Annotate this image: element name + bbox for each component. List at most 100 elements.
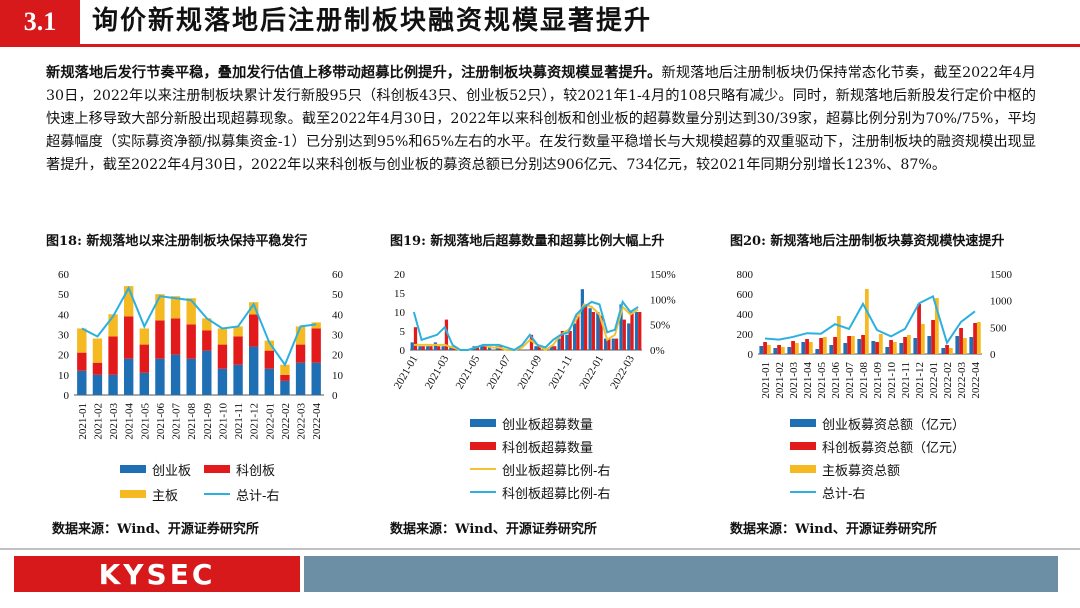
legend-item: 科创板募资总额（亿元） — [790, 437, 966, 456]
x-tick-label: 2022-01 — [264, 403, 276, 440]
x-tick-label: 2022-04 — [970, 362, 982, 399]
bar-gem — [565, 334, 569, 350]
bar-star — [553, 346, 557, 350]
legend-swatch — [204, 493, 230, 495]
bar-1 — [264, 350, 274, 369]
legend-item: 创业板超募数量 — [470, 414, 593, 433]
bar-gem — [596, 312, 600, 350]
y2-tick-label: 150% — [650, 269, 676, 281]
bar-1 — [186, 324, 196, 359]
bar-star — [529, 334, 534, 350]
bar-0 — [92, 374, 103, 395]
bar-1 — [77, 352, 87, 371]
y2-tick-label: 0 — [990, 349, 996, 361]
bar-2 — [249, 302, 259, 315]
bar-1 — [217, 344, 228, 369]
header-rule — [0, 44, 1080, 47]
x-tick-label: 2021-03 — [788, 362, 800, 399]
legend-label: 创业板募资总额（亿元） — [822, 417, 966, 433]
bar-1 — [295, 344, 306, 363]
bar-star — [576, 315, 580, 350]
legend-label: 总计-右 — [236, 488, 280, 504]
y2-tick-label: 30 — [332, 330, 344, 342]
y-tick-label: 60 — [58, 269, 70, 281]
x-tick-label: 2021-07 — [485, 353, 514, 391]
y-tick-label: 200 — [737, 329, 754, 341]
bar-1 — [819, 338, 823, 354]
legend-item: 科创板超募数量 — [470, 437, 594, 456]
bar-1 — [917, 304, 921, 354]
x-tick-label: 2021-11 — [900, 362, 912, 398]
bar-gem — [588, 308, 592, 350]
bar-1 — [233, 336, 243, 365]
y-tick-label: 50 — [58, 289, 70, 301]
bar-2 — [202, 318, 212, 331]
y-tick-label: 10 — [394, 307, 406, 319]
bar-gem — [426, 346, 430, 350]
x-tick-label: 2021-06 — [830, 362, 842, 399]
bar-gem — [433, 342, 438, 350]
legend-swatch — [790, 465, 816, 473]
bar-star — [475, 346, 479, 350]
y2-tick-label: 0% — [650, 345, 665, 357]
total-line — [81, 285, 317, 367]
bar-star — [622, 319, 626, 350]
bar-star — [421, 346, 425, 350]
bar-star — [599, 315, 603, 350]
y2-tick-label: 50 — [332, 289, 344, 301]
bar-2 — [808, 342, 813, 354]
bar-2 — [295, 326, 306, 345]
x-tick-label: 2021-11 — [547, 354, 576, 391]
legend-item: 创业板 — [120, 460, 191, 479]
bar-2 — [906, 335, 911, 354]
bar-0 — [280, 380, 290, 395]
bar-2 — [766, 345, 771, 354]
bar-1 — [791, 341, 795, 354]
legend-swatch — [790, 419, 816, 427]
fig19-title: 图19: 新规落地后超募数量和超募比例大幅上升 — [390, 234, 665, 249]
bar-gem — [549, 346, 554, 350]
x-tick-label: 2022-03 — [608, 353, 637, 391]
x-tick-label: 2022-04 — [311, 403, 323, 440]
bar-2 — [934, 298, 939, 354]
bar-0 — [124, 358, 134, 395]
y2-tick-label: 60 — [332, 269, 344, 281]
legend-swatch — [470, 442, 496, 450]
bar-star — [560, 331, 565, 350]
y-tick-label: 0 — [748, 349, 754, 361]
legend-item: 创业板募资总额（亿元） — [790, 414, 966, 433]
bar-2 — [850, 336, 855, 354]
y-tick-label: 40 — [58, 309, 70, 321]
bar-gem — [480, 346, 484, 350]
legend-label: 科创板募资总额（亿元） — [822, 440, 966, 456]
y-tick-label: 0 — [64, 390, 70, 402]
star-ratio-line — [412, 299, 639, 352]
bar-gem — [627, 323, 631, 350]
bar-1 — [124, 316, 134, 359]
bar-1 — [280, 374, 290, 381]
bar-2 — [186, 298, 196, 325]
bar-1 — [805, 339, 809, 354]
bar-0 — [955, 336, 960, 354]
x-tick-label: 2022-03 — [956, 362, 968, 399]
footer-divider — [0, 548, 1080, 550]
x-tick-label: 2021-01 — [77, 403, 89, 440]
bar-0 — [108, 374, 118, 395]
x-tick-label: 2021-01 — [392, 354, 421, 392]
y2-tick-label: 1000 — [990, 296, 1013, 308]
bar-2 — [962, 338, 967, 354]
bar-star — [614, 338, 619, 350]
bar-1 — [833, 337, 837, 354]
x-tick-label: 2021-05 — [816, 362, 828, 399]
bar-1 — [861, 335, 865, 354]
x-tick-label: 2021-02 — [774, 362, 786, 399]
legend-label: 科创板超募数量 — [502, 440, 594, 456]
bar-2 — [780, 347, 785, 354]
legend-item: 科创板超募比例-右 — [470, 483, 610, 502]
bar-star — [437, 346, 441, 350]
bar-2 — [864, 289, 869, 354]
bar-0 — [170, 354, 181, 395]
bar-2 — [217, 328, 228, 345]
x-tick-label: 2021-11 — [233, 403, 245, 439]
bar-0 — [233, 364, 243, 395]
